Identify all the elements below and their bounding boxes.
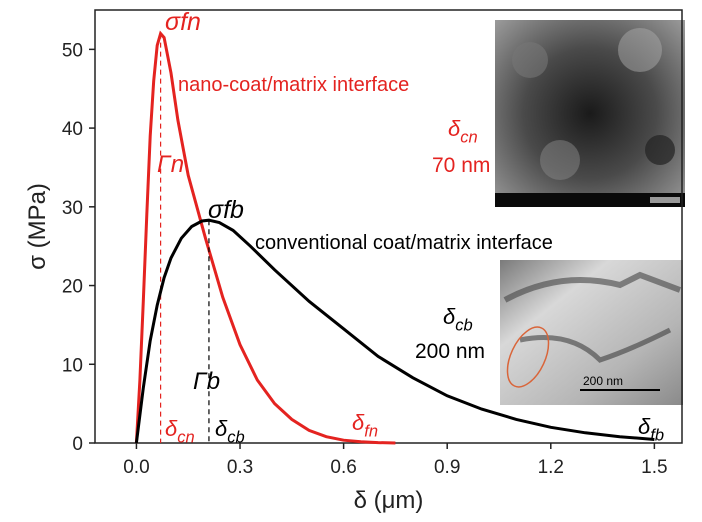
x-axis-label: δ (μm) [354,487,424,514]
annotation: δfn [352,410,378,441]
x-tick-label: 0.9 [434,457,460,478]
annotation: 70 nm [432,154,490,177]
annotation-text: δ [638,414,651,439]
annotation: δfb [638,414,664,445]
y-tick-label: 40 [62,119,83,140]
annotation-subscript: cn [460,129,477,147]
annotation-subscript: cb [227,429,244,447]
annotation-text: δ [443,304,456,329]
annotation-text: Γn [157,151,184,178]
x-tick-label: 1.5 [641,457,667,478]
annotation-subscript: fb [650,427,664,445]
annotation-text: δ [215,416,228,441]
annotation-subscript: fn [364,423,378,441]
y-tick-label: 50 [62,40,83,61]
annotation-text: δ [352,410,365,435]
annotation: δcb [443,304,473,335]
annotation: δcb [215,416,245,447]
annotation-text: 70 nm [432,154,490,177]
annotation: 200 nm [415,340,485,363]
y-tick-label: 20 [62,277,83,298]
x-tick-label: 1.2 [538,457,564,478]
y-axis-label: σ (MPa) [24,183,51,270]
y-tick-label: 30 [62,198,83,219]
annotation: σfn [165,8,201,36]
annotation: conventional coat/matrix interface [255,232,553,254]
y-tick-label: 0 [72,434,83,455]
annotation: Γn [157,151,184,178]
annotation-text: σfn [165,8,201,36]
tem-image-nano [495,20,685,207]
x-tick-label: 0.0 [123,457,149,478]
chart: 0.0 0.3 0.6 0.9 1.2 1.5 0 10 20 30 40 50 δ (μm) σ (MP… [0,0,702,522]
annotation: 200 nm [583,374,623,388]
annotation-text: 200 nm [415,340,485,363]
annotation-subscript: cb [455,317,472,335]
annotation-text: δ [448,116,461,141]
annotation-text: nano-coat/matrix interface [178,74,409,96]
y-tick-label: 10 [62,355,83,376]
annotation-text: Γb [193,368,220,395]
annotation-text: 200 nm [583,374,623,388]
annotation: nano-coat/matrix interface [178,74,409,96]
annotation-text: conventional coat/matrix interface [255,232,553,254]
x-tick-label: 0.3 [227,457,253,478]
x-tick-label: 0.6 [330,457,356,478]
annotation: σfb [208,196,244,224]
annotation-text: δ [165,416,178,441]
annotation-text: σfb [208,196,244,224]
annotation-subscript: cn [177,429,194,447]
annotation: Γb [193,368,220,395]
annotation: δcn [448,116,478,147]
annotation: δcn [165,416,195,447]
